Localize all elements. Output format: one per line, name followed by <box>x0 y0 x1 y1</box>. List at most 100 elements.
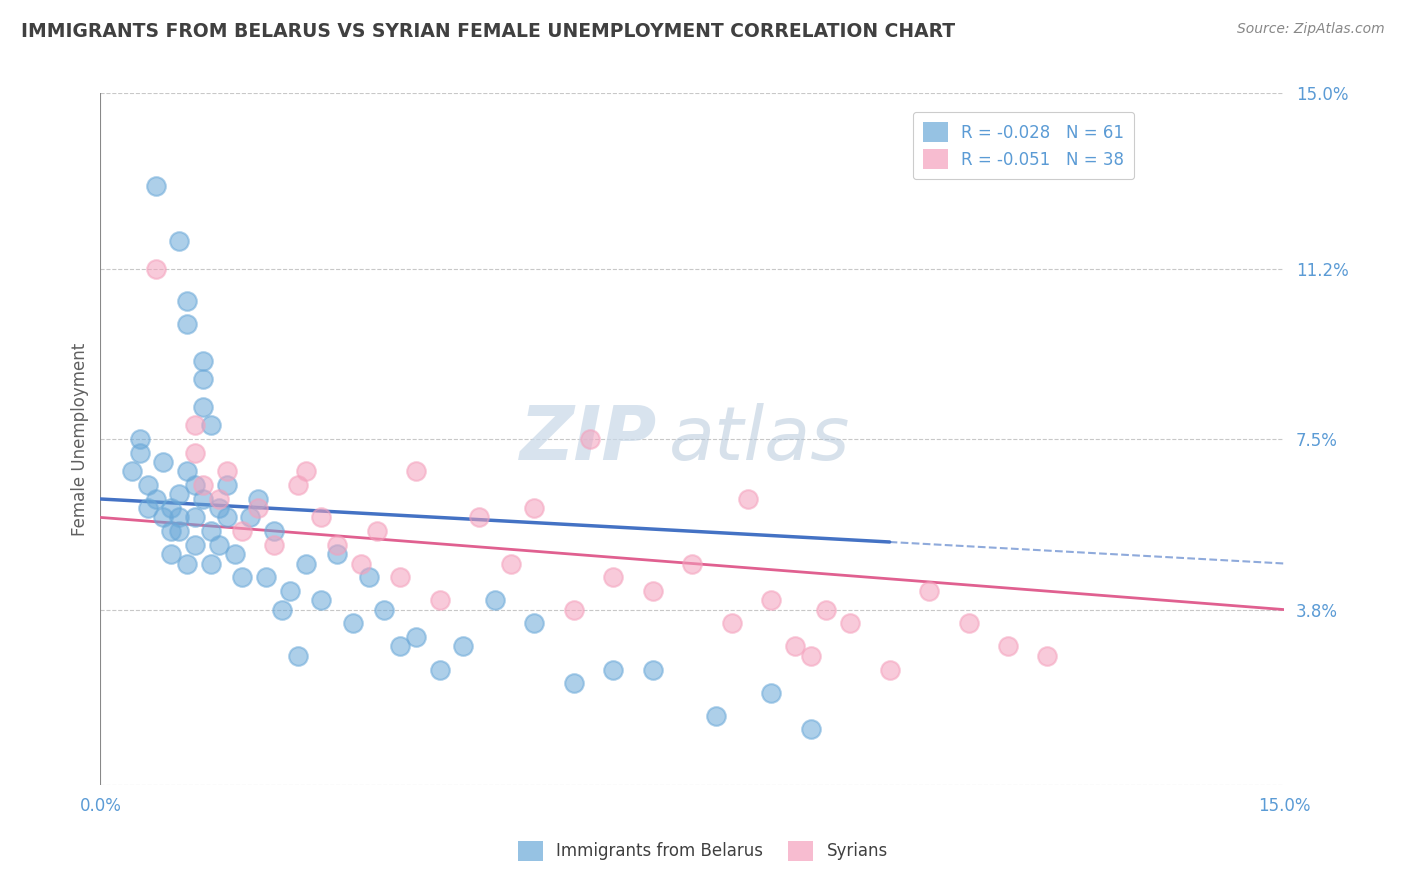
Point <box>160 501 183 516</box>
Point <box>602 663 624 677</box>
Point <box>169 234 191 248</box>
Point <box>208 491 231 506</box>
Point <box>641 584 664 599</box>
Point <box>562 676 585 690</box>
Point <box>191 372 214 386</box>
Point <box>761 593 783 607</box>
Point <box>184 538 207 552</box>
Point <box>523 616 546 631</box>
Point <box>800 723 823 737</box>
Point <box>350 557 373 571</box>
Point <box>263 524 285 539</box>
Point <box>224 547 246 561</box>
Point <box>681 557 703 571</box>
Point <box>918 584 941 599</box>
Point <box>200 418 222 433</box>
Point <box>176 557 198 571</box>
Point <box>191 491 214 506</box>
Point <box>191 353 214 368</box>
Point <box>128 446 150 460</box>
Point <box>152 455 174 469</box>
Point <box>957 616 980 631</box>
Point <box>184 418 207 433</box>
Point <box>121 464 143 478</box>
Point <box>523 501 546 516</box>
Point <box>200 524 222 539</box>
Point <box>800 648 823 663</box>
Point <box>429 663 451 677</box>
Point <box>311 593 333 607</box>
Point <box>169 524 191 539</box>
Point <box>326 547 349 561</box>
Point <box>389 640 412 654</box>
Point <box>145 178 167 193</box>
Point <box>287 478 309 492</box>
Point <box>239 510 262 524</box>
Point <box>405 464 427 478</box>
Point <box>208 501 231 516</box>
Point <box>839 616 862 631</box>
Point <box>429 593 451 607</box>
Point <box>366 524 388 539</box>
Point <box>342 616 364 631</box>
Point <box>783 640 806 654</box>
Point <box>184 478 207 492</box>
Point <box>152 510 174 524</box>
Point <box>184 510 207 524</box>
Point <box>499 557 522 571</box>
Point <box>263 538 285 552</box>
Point <box>562 602 585 616</box>
Point <box>641 663 664 677</box>
Point <box>578 432 600 446</box>
Point <box>169 487 191 501</box>
Point <box>997 640 1019 654</box>
Point <box>208 538 231 552</box>
Point <box>815 602 838 616</box>
Point <box>278 584 301 599</box>
Point <box>405 630 427 644</box>
Text: ZIP: ZIP <box>520 402 657 475</box>
Point <box>145 261 167 276</box>
Point <box>484 593 506 607</box>
Point <box>254 570 277 584</box>
Point <box>247 491 270 506</box>
Text: atlas: atlas <box>669 403 851 475</box>
Point <box>453 640 475 654</box>
Point <box>200 557 222 571</box>
Point <box>176 293 198 308</box>
Point <box>176 464 198 478</box>
Point <box>215 464 238 478</box>
Point <box>373 602 395 616</box>
Point <box>602 570 624 584</box>
Text: Source: ZipAtlas.com: Source: ZipAtlas.com <box>1237 22 1385 37</box>
Point <box>737 491 759 506</box>
Point <box>136 501 159 516</box>
Point <box>720 616 742 631</box>
Point <box>160 524 183 539</box>
Point <box>191 400 214 414</box>
Point <box>761 685 783 699</box>
Y-axis label: Female Unemployment: Female Unemployment <box>72 343 89 536</box>
Point <box>389 570 412 584</box>
Point <box>215 478 238 492</box>
Text: IMMIGRANTS FROM BELARUS VS SYRIAN FEMALE UNEMPLOYMENT CORRELATION CHART: IMMIGRANTS FROM BELARUS VS SYRIAN FEMALE… <box>21 22 955 41</box>
Point <box>191 478 214 492</box>
Point <box>311 510 333 524</box>
Point <box>215 510 238 524</box>
Point <box>160 547 183 561</box>
Point <box>128 432 150 446</box>
Point <box>287 648 309 663</box>
Point <box>136 478 159 492</box>
Legend: Immigrants from Belarus, Syrians: Immigrants from Belarus, Syrians <box>512 834 894 868</box>
Point <box>294 557 316 571</box>
Point <box>176 317 198 331</box>
Legend: R = -0.028   N = 61, R = -0.051   N = 38: R = -0.028 N = 61, R = -0.051 N = 38 <box>912 112 1133 179</box>
Point <box>184 446 207 460</box>
Point <box>231 570 253 584</box>
Point <box>169 510 191 524</box>
Point <box>357 570 380 584</box>
Point <box>247 501 270 516</box>
Point <box>326 538 349 552</box>
Point <box>468 510 491 524</box>
Point <box>231 524 253 539</box>
